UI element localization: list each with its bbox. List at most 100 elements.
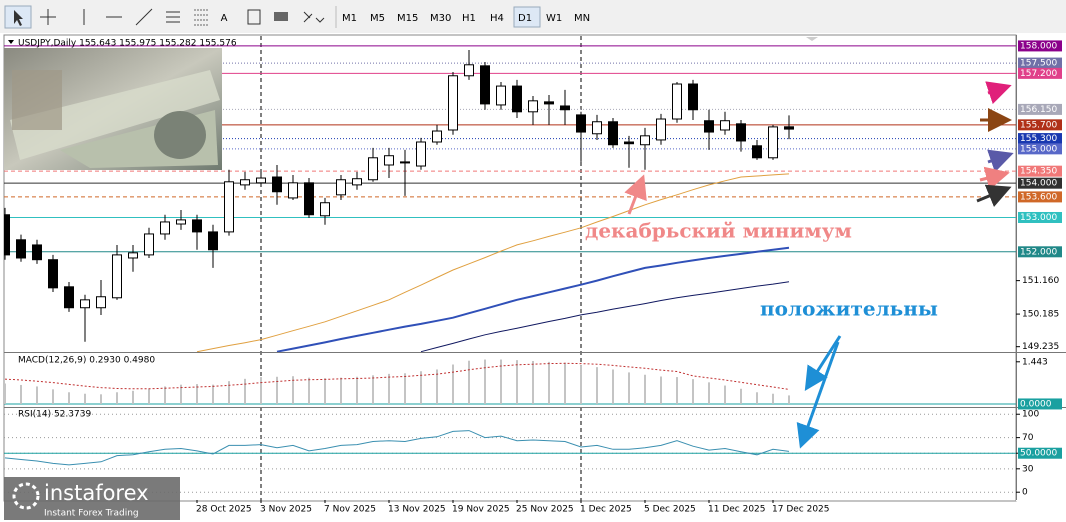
level-label-bg (1018, 143, 1062, 155)
level-label-bg (1018, 177, 1062, 189)
histogram-bar (756, 392, 758, 404)
fibo-icon[interactable] (194, 9, 208, 26)
toolbar: A M1 M5 M15 M30 H1 H4 D1 W1 MN (0, 0, 1066, 33)
candle-body (80, 299, 90, 309)
histogram-bar (84, 393, 86, 404)
timeframe-button[interactable]: H4 (490, 13, 504, 24)
histogram-bar (228, 381, 230, 404)
histogram-bar (708, 382, 710, 404)
candle-body (176, 219, 186, 225)
candle-body (208, 231, 218, 251)
x-tick-label: 5 Dec 2025 (644, 505, 696, 515)
level-label: 153.000 (1020, 213, 1057, 223)
y-tick-label: 150.185 (1022, 310, 1059, 320)
annotation: декабрьский минимум (585, 219, 852, 243)
timeframe-button[interactable]: D1 (518, 13, 532, 24)
candle-body (256, 177, 266, 184)
candle-body (224, 181, 234, 233)
histogram-bar (436, 369, 438, 404)
histogram-bar (68, 392, 70, 404)
x-tick-label: 19 Nov 2025 (452, 505, 510, 515)
candle-body (576, 114, 586, 133)
banknote (10, 70, 220, 160)
candle-body (608, 121, 618, 146)
y-tick-label: 149.235 (1022, 342, 1059, 352)
histogram-bar (132, 390, 134, 404)
histogram-bar (596, 367, 598, 404)
histogram-bar (692, 379, 694, 404)
histogram-bar (212, 384, 214, 404)
candle-body (240, 179, 250, 186)
shape-tool[interactable] (274, 12, 288, 21)
arrow (979, 166, 1010, 191)
candle-body (384, 155, 394, 166)
histogram-bar (500, 359, 502, 404)
photo (4, 48, 222, 170)
level-label-bg (1018, 133, 1062, 145)
histogram-bar (580, 365, 582, 404)
timeframe-button[interactable]: W1 (546, 13, 562, 24)
timeframe-button[interactable]: M5 (370, 13, 385, 24)
crosshair-icon[interactable] (40, 9, 56, 25)
candle-body (336, 179, 346, 196)
histogram-bar (452, 364, 454, 404)
timeframe-button[interactable]: H1 (462, 13, 476, 24)
candle-body (4, 214, 10, 256)
panel-borders (4, 35, 1066, 500)
trendline-icon[interactable] (135, 8, 153, 26)
candle-body (592, 121, 602, 135)
timeframe-button[interactable]: M15 (397, 13, 418, 24)
candle-body (720, 120, 730, 131)
histogram-bar (148, 388, 150, 404)
timeframe-button[interactable]: M1 (342, 13, 357, 24)
text-tool[interactable]: A (221, 13, 228, 24)
histogram-bar (4, 383, 6, 404)
candle-body (656, 118, 666, 141)
candle-body (304, 182, 314, 216)
histogram-bar (548, 361, 550, 404)
timeframe-button[interactable]: M30 (430, 13, 451, 24)
candle-body (464, 64, 474, 77)
arrow (624, 174, 647, 215)
arrow (804, 335, 842, 392)
portrait (154, 111, 206, 159)
arrow (987, 149, 1014, 173)
candle-body (704, 120, 714, 133)
level-label: 0.0000 (1020, 399, 1052, 409)
annotation-arrows (624, 81, 1014, 449)
logo-name: instaforex (44, 481, 149, 505)
level-label: 154.350 (1020, 167, 1057, 177)
arrow (796, 341, 840, 449)
logo: instaforex Instant Forex Trading (4, 477, 180, 520)
histogram-bar (324, 378, 326, 404)
histogram-bar (260, 377, 262, 404)
candle-body (688, 83, 698, 111)
y-tick-label: 30 (1022, 464, 1034, 474)
timeframe-button[interactable]: MN (574, 13, 590, 24)
histogram-bar (164, 386, 166, 404)
candle-body (528, 100, 538, 113)
histogram-bar (564, 362, 566, 404)
level-label: 152.000 (1020, 247, 1057, 257)
label-tool[interactable] (247, 9, 261, 25)
x-tick-label: 13 Nov 2025 (388, 505, 446, 515)
level-label: 155.000 (1020, 144, 1057, 154)
histogram-bar (276, 376, 278, 404)
level-label: 155.300 (1020, 134, 1057, 144)
histogram-bar (388, 373, 390, 404)
level-label-bg (1018, 398, 1062, 410)
candle-body (32, 244, 42, 261)
histogram-bar (724, 385, 726, 404)
histogram-bar (404, 373, 406, 404)
candle-body (416, 141, 426, 167)
histogram-bar (340, 377, 342, 404)
channel-icon[interactable] (166, 11, 180, 23)
cursor-icon (14, 10, 23, 26)
histogram-bar (772, 393, 774, 404)
candle-body (560, 105, 570, 111)
candle-body (432, 130, 442, 143)
histogram-bar (516, 360, 518, 404)
histogram-bar (100, 394, 102, 404)
more-tools[interactable] (303, 11, 325, 23)
